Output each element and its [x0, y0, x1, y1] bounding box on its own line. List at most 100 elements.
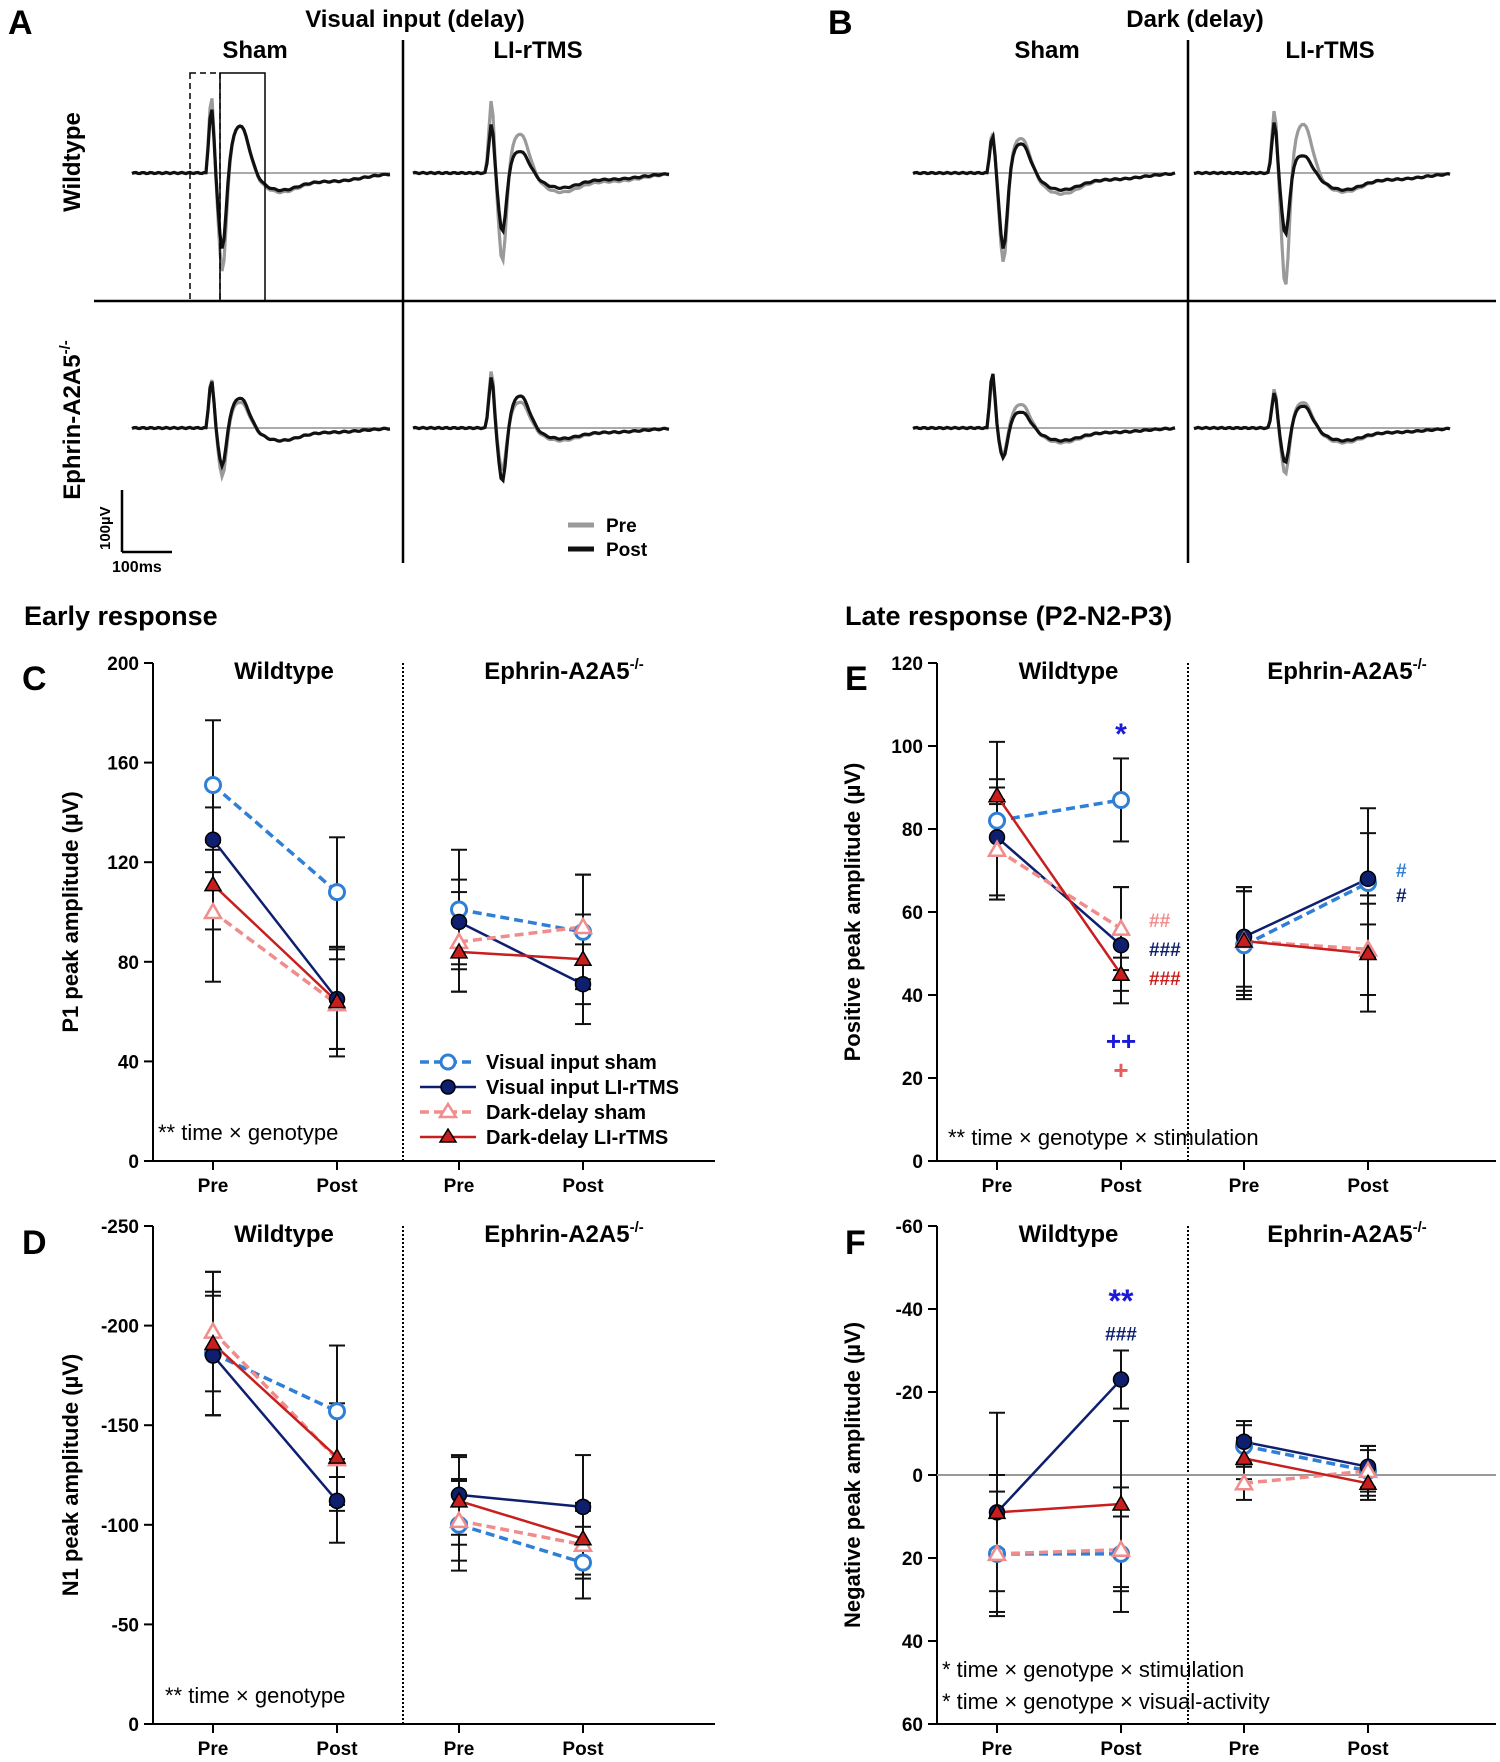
data-point-e-visual_rtms-ko-1 — [1359, 870, 1377, 888]
series-line-f-dark_rtms-ko — [1243, 1457, 1369, 1485]
series-line-e-dark_rtms-ko — [1243, 939, 1369, 955]
y-axis-label-e: Positive peak amplitude (µV) — [840, 763, 865, 1062]
data-point-e-visual_sham-wt-0 — [988, 811, 1006, 830]
x-tick-label-e-ko-1: Post — [1347, 1176, 1389, 1197]
group-title-ephrin-sup-c: -/- — [630, 656, 644, 673]
y-tick-label-f-5: -40 — [896, 1300, 923, 1321]
data-point-f-dark_sham-wt-0 — [986, 1543, 1008, 1562]
panel-a-sham-heading: Sham — [222, 37, 287, 64]
trace-legend-pre-label: Pre — [606, 516, 637, 537]
series-line-e-dark_sham-wt — [996, 848, 1122, 931]
data-point-c-dark_rtms-wt-1 — [327, 992, 347, 1009]
x-tick-label-d-wt-0: Pre — [198, 1739, 229, 1760]
trace-legend-post-label: Post — [606, 540, 648, 561]
panel-label-a: A — [8, 4, 33, 42]
row-label-wildtype: Wildtype — [59, 112, 86, 212]
y-tick-label-c-1: 40 — [118, 1052, 139, 1073]
data-point-e-dark_sham-wt-0 — [986, 839, 1008, 857]
group-title-wildtype-e: Wildtype — [1019, 658, 1119, 685]
significance-marker-e-5: + — [1113, 1055, 1128, 1085]
chart-panel-f: F 60 40 20 0 -20 -40 -60 Negative peak amplitude… — [840, 1217, 1496, 1760]
data-point-f-dark_rtms-ko-0 — [1234, 1448, 1254, 1466]
data-point-e-dark_sham-wt-1 — [1110, 918, 1132, 936]
data-point-d-dark_sham-ko-0 — [448, 1510, 470, 1529]
data-point-c-visual_rtms-wt-0 — [204, 831, 222, 849]
series-line-f-visual_sham-ko — [1243, 1444, 1369, 1473]
group-title-ephrin-name-c: Ephrin-A2A5 — [484, 658, 629, 685]
significance-marker-e-7: # — [1396, 886, 1407, 907]
series-line-c-visual_rtms-wt — [212, 839, 338, 1000]
late-window-box — [219, 72, 266, 302]
y-tick-label-e-4: 80 — [902, 820, 923, 841]
significance-marker-e-3: ### — [1149, 969, 1181, 990]
trace-post-b-rtms-ko — [1193, 392, 1451, 465]
trace-post-b-sham-ko — [912, 373, 1176, 462]
x-tick-label-c-ko-0: Pre — [444, 1176, 475, 1197]
y-tick-label-f-4: -20 — [896, 1383, 923, 1404]
trace-post-b-sham-wt — [912, 130, 1176, 249]
data-point-f-dark_rtms-wt-0 — [987, 1502, 1007, 1520]
data-point-c-visual_rtms-ko-1 — [574, 975, 592, 993]
series-line-e-visual_rtms-wt — [996, 836, 1122, 947]
data-point-c-visual_sham-wt-0 — [204, 776, 222, 795]
x-tick-label-f-ko-0: Pre — [1229, 1739, 1260, 1760]
series-legend: Visual input sham Visual input LI-rTMS D… — [420, 1052, 679, 1149]
trace-post-a-sham-ko — [131, 381, 391, 471]
group-title-ephrin-sup-e: -/- — [1413, 656, 1427, 673]
stat-annotation-2-f: * time × genotype × visual-activity — [942, 1689, 1270, 1714]
scale-bar-x-label: 100ms — [112, 559, 162, 576]
y-tick-label-e-6: 120 — [891, 654, 923, 675]
panel-a-title: Visual input (delay) — [305, 6, 525, 33]
series-line-f-dark_rtms-wt — [996, 1502, 1122, 1514]
data-point-c-dark_rtms-ko-1 — [573, 949, 593, 967]
group-title-ephrin-sup-f: -/- — [1413, 1219, 1427, 1236]
panel-a-rtms-heading: LI-rTMS — [493, 37, 582, 64]
group-title-ephrin-name-d: Ephrin-A2A5 — [484, 1221, 629, 1248]
x-tick-label-f-wt-1: Post — [1100, 1739, 1142, 1760]
group-title-wildtype-d: Wildtype — [234, 1221, 334, 1248]
x-tick-label-c-wt-0: Pre — [198, 1176, 229, 1197]
significance-marker-f-1: ### — [1105, 1325, 1137, 1346]
series-line-d-visual_rtms-wt — [212, 1354, 338, 1502]
data-point-c-dark_sham-wt-0 — [202, 901, 224, 920]
series-line-c-dark_sham-ko — [458, 925, 584, 944]
significance-marker-e-6: # — [1396, 861, 1407, 882]
y-tick-label-d-4: -200 — [101, 1317, 139, 1338]
group-title-wildtype-f: Wildtype — [1019, 1221, 1119, 1248]
legend-visual-rtms-label: Visual input LI-rTMS — [486, 1077, 679, 1099]
y-tick-label-e-5: 100 — [891, 737, 923, 758]
trace-pre-b-sham-wt — [912, 132, 1176, 263]
y-tick-label-d-2: -100 — [101, 1516, 139, 1537]
x-tick-label-c-ko-1: Post — [562, 1176, 604, 1197]
data-point-d-dark_rtms-ko-1 — [573, 1529, 593, 1546]
x-tick-label-d-ko-1: Post — [562, 1739, 604, 1760]
trace-post-a-sham-wt — [131, 109, 391, 249]
series-line-f-visual_rtms-ko — [1243, 1440, 1369, 1468]
data-point-e-dark_rtms-ko-0 — [1234, 931, 1254, 948]
chart-panel-d: D 0 -50 -100 -150 -200 -250 N1 peak amplitude (… — [22, 1217, 715, 1760]
row-label-ephrin-name: Ephrin-A2A5 — [59, 354, 86, 499]
legend-dark-rtms-label: Dark-delay LI-rTMS — [486, 1127, 668, 1149]
data-point-d-visual_sham-wt-1 — [328, 1402, 346, 1421]
y-tick-label-e-2: 40 — [902, 986, 923, 1007]
stat-annotation-d: ** time × genotype — [165, 1683, 345, 1708]
chart-panel-c: C 0 40 80 120 160 200 P1 peak amplitude (µV) Pre… — [22, 654, 715, 1197]
y-tick-label-f-6: -60 — [896, 1217, 923, 1238]
y-tick-label-d-1: -50 — [112, 1615, 139, 1636]
y-tick-label-e-1: 20 — [902, 1069, 923, 1090]
row-label-ephrin-sup: -/- — [57, 340, 74, 354]
data-point-e-dark_rtms-ko-1 — [1358, 943, 1378, 961]
trace-pre-b-rtms-wt — [1193, 110, 1451, 285]
series-line-f-visual_rtms-wt — [996, 1378, 1122, 1514]
row-label-ephrin: Ephrin-A2A5-/- — [57, 340, 86, 500]
data-point-d-visual_rtms-ko-1 — [574, 1498, 592, 1516]
significance-marker-f-0: ** — [1109, 1283, 1134, 1319]
data-point-f-dark_rtms-wt-1 — [1111, 1494, 1131, 1511]
group-title-ephrin-name-f: Ephrin-A2A5 — [1267, 1221, 1412, 1248]
stat-annotation-f: * time × genotype × stimulation — [942, 1657, 1244, 1682]
significance-marker-e-0: * — [1115, 718, 1127, 751]
data-point-f-visual_rtms-wt-1 — [1112, 1371, 1130, 1388]
trace-layer — [131, 98, 1451, 484]
trace-pre-b-sham-ko — [912, 379, 1176, 459]
data-point-c-dark_rtms-wt-0 — [203, 875, 223, 892]
